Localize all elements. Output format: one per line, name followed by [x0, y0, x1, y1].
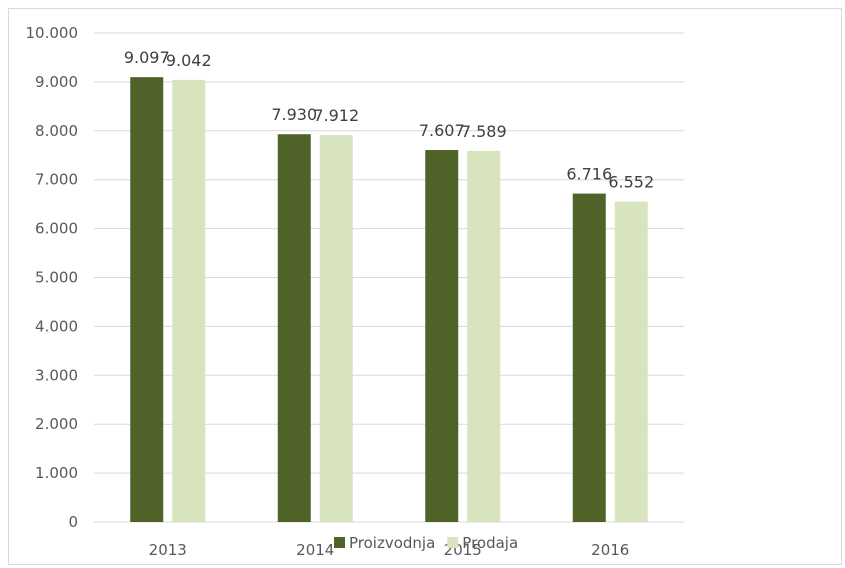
bar-proizvodnja-2014	[277, 134, 311, 522]
y-tick-label: 4.000	[35, 317, 78, 335]
data-label-prodaja-2015: 7.589	[461, 122, 507, 141]
bars	[130, 77, 648, 523]
y-tick-label: 1.000	[35, 464, 78, 482]
x-tick-label: 2016	[591, 541, 629, 559]
data-label-proizvodnja-2014: 7.930	[271, 105, 317, 124]
legend-label-proizvodnja: Proizvodnja	[349, 534, 435, 552]
bar-prodaja-2016	[614, 201, 648, 523]
y-tick-label: 0	[68, 513, 78, 531]
bar-proizvodnja-2016	[572, 193, 606, 523]
bar-prodaja-2015	[467, 150, 501, 523]
data-label-proizvodnja-2015: 7.607	[419, 121, 465, 140]
y-tick-label: 9.000	[35, 73, 78, 91]
bar-proizvodnja-2013	[130, 77, 164, 522]
data-label-prodaja-2016: 6.552	[608, 173, 654, 192]
data-label-proizvodnja-2013: 9.097	[124, 48, 170, 67]
y-tick-label: 10.000	[26, 24, 79, 42]
legend: Proizvodnja Prodaja	[334, 534, 518, 552]
legend-swatch-proizvodnja	[334, 537, 345, 548]
y-tick-label: 2.000	[35, 415, 78, 433]
y-axis-ticks: 0 1.000 2.000 3.000 4.000 5.000 6.000 7.000 8.00…	[26, 24, 79, 531]
x-tick-label: 2013	[149, 541, 187, 559]
bar-proizvodnja-2015	[425, 150, 459, 522]
y-tick-label: 8.000	[35, 122, 78, 140]
data-label-prodaja-2014: 7.912	[313, 106, 359, 125]
legend-swatch-prodaja	[447, 537, 459, 548]
y-tick-label: 5.000	[35, 269, 78, 287]
legend-label-prodaja: Prodaja	[462, 534, 518, 552]
x-tick-label: 2014	[296, 541, 334, 559]
y-tick-label: 6.000	[35, 220, 78, 238]
data-label-prodaja-2013: 9.042	[166, 51, 212, 70]
y-tick-label: 3.000	[35, 366, 78, 384]
bar-prodaja-2013	[172, 79, 206, 523]
data-label-proizvodnja-2016: 6.716	[566, 165, 612, 184]
bar-prodaja-2014	[319, 135, 353, 522]
y-tick-label: 7.000	[35, 171, 78, 189]
